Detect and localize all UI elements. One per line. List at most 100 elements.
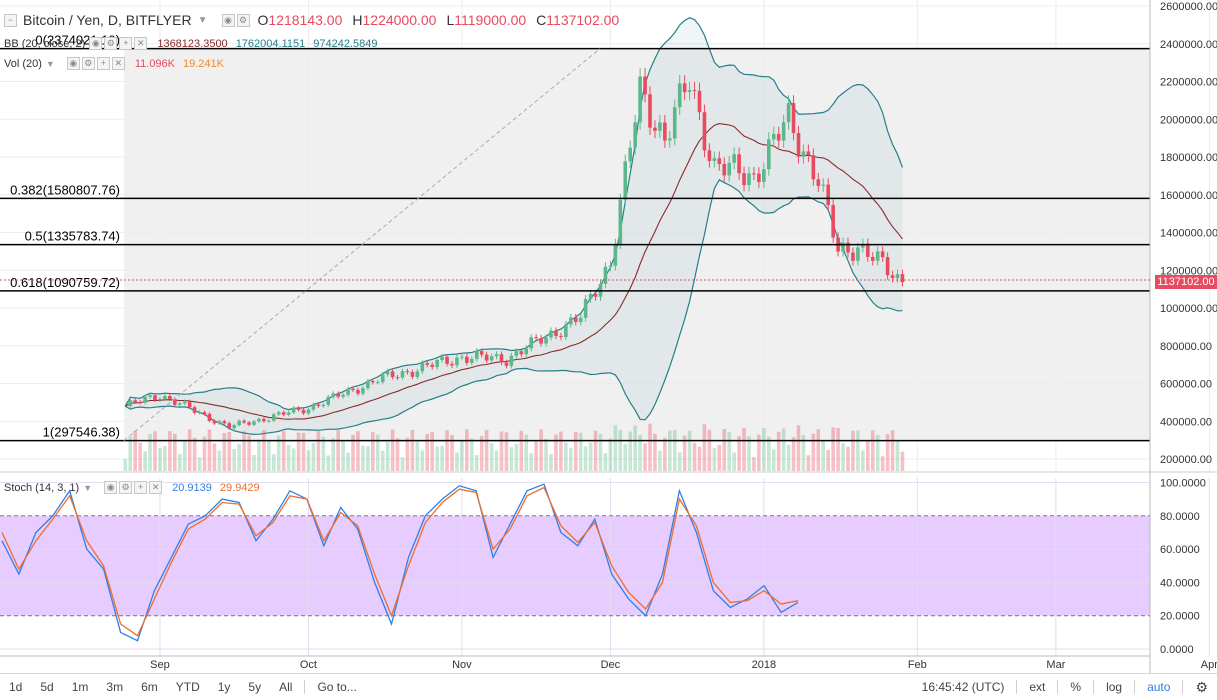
volume-bar (569, 447, 573, 471)
goto-button[interactable]: Go to... (317, 680, 357, 694)
plus-icon[interactable]: + (119, 37, 133, 50)
range-button[interactable]: 6m (141, 680, 158, 694)
volume-bar (153, 431, 157, 471)
log-toggle[interactable]: log (1106, 680, 1123, 694)
plus-icon[interactable]: + (96, 57, 110, 70)
close-icon[interactable]: ✕ (111, 57, 125, 70)
eye-icon[interactable]: ◉ (221, 13, 235, 27)
chevron-down-icon[interactable]: ▼ (197, 14, 208, 26)
volume-bar (133, 430, 137, 471)
clock-time[interactable]: 16:45:42 (UTC) (921, 680, 1005, 694)
volume-bar (757, 434, 761, 471)
ext-toggle[interactable]: ext (1029, 680, 1046, 694)
candle-body (529, 337, 533, 349)
volume-bar (197, 457, 202, 471)
auto-toggle[interactable]: auto (1147, 680, 1171, 694)
eye-icon[interactable]: ◉ (104, 481, 118, 494)
divider (1182, 680, 1184, 694)
gear-icon[interactable]: ⚙ (104, 37, 118, 50)
collapse-icon[interactable]: − (4, 13, 17, 27)
chevron-down-icon[interactable]: ▼ (45, 58, 55, 69)
eye-icon[interactable]: ◉ (66, 57, 80, 70)
volume-bar (455, 452, 459, 471)
close-icon[interactable]: ✕ (149, 481, 163, 494)
volume-bar (633, 425, 637, 471)
volume-bar (821, 440, 826, 471)
candle-body (470, 358, 474, 363)
volume-bar (138, 442, 142, 471)
range-button[interactable]: 1y (217, 680, 231, 694)
volume-bar (395, 438, 400, 471)
bb-label[interactable]: BB (20, close, 2) (4, 37, 86, 50)
candle-body (168, 396, 172, 400)
range-button[interactable]: 1m (71, 680, 89, 694)
open-label: O (257, 12, 269, 28)
candle-body (281, 412, 286, 415)
candle-body (400, 371, 405, 378)
candle-body (420, 362, 425, 372)
fib-trend-line[interactable] (123, 48, 601, 441)
volume-bar (623, 443, 628, 471)
volume-bar (148, 434, 152, 471)
volume-bar (341, 441, 345, 471)
candle-body (890, 275, 895, 279)
vol-ma-value: 19.241K (183, 57, 224, 70)
candle-body (880, 251, 885, 258)
candle-body (846, 242, 850, 253)
candle-body (816, 179, 821, 186)
candle-body (618, 199, 623, 244)
candle-body (227, 423, 232, 429)
volume-bar (786, 445, 791, 471)
chevron-down-icon[interactable]: ▼ (83, 482, 93, 493)
candle-body (841, 242, 845, 252)
candle-body (217, 421, 222, 424)
price-tick-label: 200000.00 (1160, 454, 1212, 466)
candle-body (861, 243, 865, 248)
gear-icon[interactable]: ⚙ (119, 481, 133, 494)
price-tick-label: 2400000.00 (1160, 39, 1217, 51)
candle-body (895, 274, 900, 279)
range-button[interactable]: YTD (175, 680, 200, 694)
range-button[interactable]: 3m (106, 680, 124, 694)
volume-bar (702, 424, 707, 471)
gear-icon[interactable]: ⚙ (1195, 678, 1208, 695)
percent-toggle[interactable]: % (1070, 680, 1082, 694)
candle-body (702, 112, 707, 151)
close-icon[interactable]: ✕ (134, 37, 148, 50)
price-tick-label: 1800000.00 (1160, 152, 1217, 164)
candle-body (509, 355, 514, 366)
candle-body (534, 337, 538, 339)
plus-icon[interactable]: + (134, 481, 148, 494)
range-button[interactable]: All (279, 680, 293, 694)
candle-body (499, 354, 504, 363)
candle-body (593, 293, 598, 297)
volume-bar (509, 447, 514, 471)
candle-body (232, 425, 236, 429)
volume-bar (479, 436, 484, 471)
volume-bar (663, 437, 667, 471)
candle-body (133, 400, 137, 402)
range-button[interactable]: 1d (9, 680, 23, 694)
candle-body (900, 274, 905, 283)
stoch-label[interactable]: Stoch (14, 3, 1) (4, 481, 80, 494)
candle-body (262, 418, 266, 422)
vol-value: 11.096K (134, 57, 176, 70)
candle-body (682, 83, 687, 93)
volume-bar (425, 433, 430, 471)
divider (304, 680, 306, 694)
candle-body (707, 150, 712, 161)
vol-label[interactable]: Vol (20) (4, 57, 42, 70)
gear-icon[interactable]: ⚙ (81, 57, 95, 70)
gear-icon[interactable]: ⚙ (236, 13, 250, 27)
candle-body (524, 348, 529, 355)
symbol-title[interactable]: Bitcoin / Yen, D, BITFLYER (23, 12, 192, 28)
volume-bar (470, 438, 474, 471)
chart-canvas[interactable]: 0(2374021.10)0.382(1580807.76)0.5(133578… (0, 0, 1217, 673)
high-label: H (352, 12, 363, 28)
volume-bar (692, 442, 697, 471)
eye-icon[interactable]: ◉ (89, 37, 103, 50)
volume-bar (836, 428, 840, 471)
range-button[interactable]: 5y (248, 680, 262, 694)
candle-body (564, 324, 568, 338)
range-button[interactable]: 5d (40, 680, 54, 694)
